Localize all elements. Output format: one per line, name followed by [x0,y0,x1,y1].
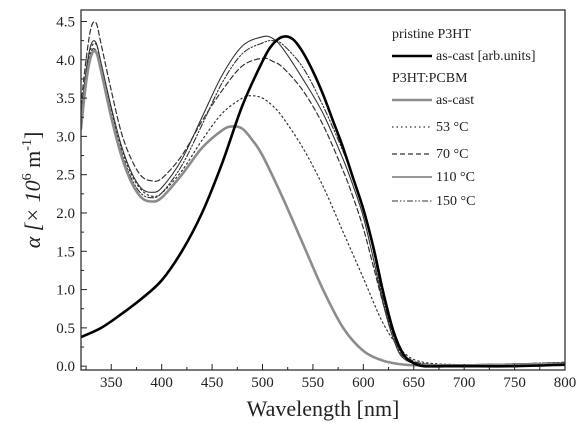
y-tick-label: 2.0 [56,206,75,222]
y-tick-label: 1.0 [56,283,75,299]
x-tick-label: 750 [503,375,526,391]
series-line-4 [81,35,565,366]
y-axis-title-exp: 6 [20,173,35,180]
x-tick-label: 350 [100,375,123,391]
y-tick-label: 1.5 [56,244,75,260]
y-axis-title-main: α [× 10 [20,180,45,248]
legend-label: as-cast [arb.units] [436,49,536,64]
legend-label: 53 °C [436,120,468,135]
y-axis-title: α [× 106 m-1] [20,132,45,249]
y-axis-title-close: ] [20,132,45,139]
legend-label: as-cast [436,93,474,108]
x-tick-label: 400 [150,375,173,391]
series-layer [81,21,565,368]
series-line-3 [81,21,565,366]
y-axis-title-unit-exp: -1 [20,139,35,151]
y-tick-label: 4.0 [56,53,75,69]
x-tick-label: 700 [453,375,476,391]
legend-label: 70 °C [436,147,468,162]
x-tick-label: 550 [302,375,325,391]
series-line-0 [81,35,565,368]
y-tick-label: 0.0 [56,359,75,375]
legend-label: 110 °C [436,170,475,185]
legend-header-blend: P3HT:PCBM [392,71,468,86]
x-tick-label: 450 [201,375,224,391]
legend-header-pristine: pristine P3HT [392,27,471,42]
x-tick-label: 650 [403,375,426,391]
y-tick-label: 2.5 [56,168,75,184]
x-tick-label: 500 [251,375,274,391]
series-line-1 [81,49,565,367]
y-axis-title-unit: m [20,151,45,174]
ticks-layer: 350 400 450 500 550 600 650 700 750 800 0.0 0.5 1.0 1… [56,14,576,391]
legend-label: 150 °C [436,194,475,209]
y-tick-label: 0.5 [56,321,75,337]
legend: pristine P3HT P3HT:PCBM as-cast [arb.units… [392,27,536,209]
plot-frame [80,9,566,371]
y-tick-label: 3.0 [56,129,75,145]
x-tick-label: 600 [352,375,375,391]
y-tick-label: 4.5 [56,14,75,30]
x-axis-title: Wavelength [nm] [247,396,400,421]
y-tick-label: 3.5 [56,91,75,107]
x-tick-label: 800 [554,375,577,391]
